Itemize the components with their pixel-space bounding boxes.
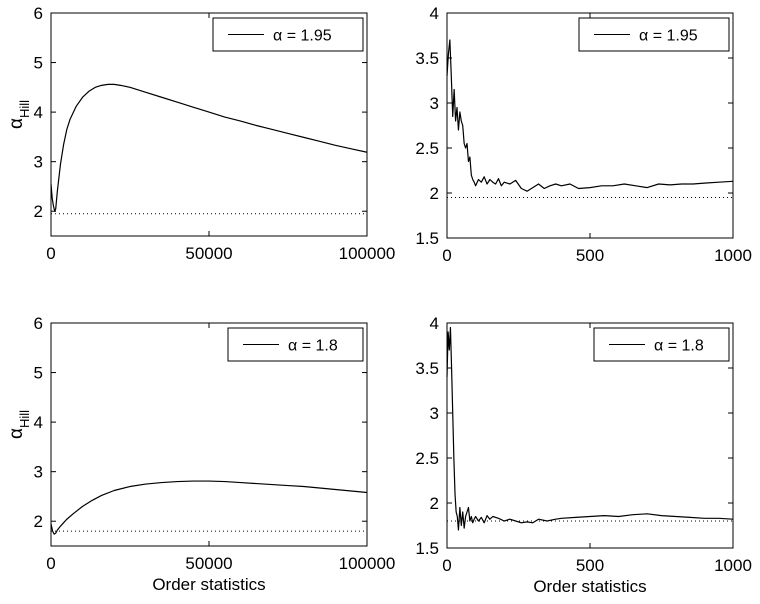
y-tick-label: 2 — [430, 184, 439, 203]
legend: α = 1.8 — [227, 327, 364, 362]
chart-panel-2: 0 500 1000 1.5 2 2.5 3 3.5 4 α = 1.95 — [415, 4, 752, 265]
x-axis-label: Order statistics — [533, 577, 646, 596]
y-tick-label: 2 — [430, 494, 439, 513]
y-axis-label: αHill — [6, 410, 32, 439]
y-tick-label: 3.5 — [415, 49, 439, 68]
series-line — [50, 83, 368, 212]
y-tick-label: 2 — [34, 512, 43, 531]
series-line — [446, 39, 734, 192]
legend-box — [212, 17, 364, 52]
x-tick-label: 100000 — [339, 244, 396, 263]
x-tick-label: 1000 — [714, 556, 752, 575]
y-tick-label: 4 — [34, 413, 43, 432]
x-tick-label: 500 — [576, 246, 604, 265]
series-line — [50, 480, 368, 535]
y-tick-label: 4 — [430, 314, 439, 333]
y-tick-label: 3.5 — [415, 359, 439, 378]
legend-label: α = 1.95 — [273, 28, 332, 45]
y-tick-label: 5 — [34, 54, 43, 73]
x-axis-label: Order statistics — [152, 575, 265, 594]
chart-panel-3: 0 50000 100000 2 3 4 5 6 α = 1.8 Order statistics… — [6, 314, 395, 594]
chart-panel-1: 0 50000 100000 2 3 4 5 6 α = 1.95 αHill — [6, 4, 395, 263]
y-axis-symbol: α — [6, 118, 27, 129]
legend: α = 1.8 — [593, 327, 730, 362]
legend-label: α = 1.8 — [288, 338, 338, 355]
x-tick-label: 1000 — [714, 246, 752, 265]
y-tick-label: 6 — [34, 4, 43, 23]
y-tick-label: 6 — [34, 314, 43, 333]
x-tick-label: 0 — [46, 554, 55, 573]
y-tick-label: 5 — [34, 364, 43, 383]
x-tick-label: 0 — [442, 556, 451, 575]
x-tick-label: 100000 — [339, 554, 396, 573]
y-axis-label: αHill — [6, 100, 32, 129]
x-tick-label: 50000 — [185, 554, 232, 573]
y-tick-label: 2.5 — [415, 449, 439, 468]
y-tick-label: 3 — [430, 404, 439, 423]
x-tick-label: 50000 — [185, 244, 232, 263]
legend-label: α = 1.8 — [654, 338, 704, 355]
y-tick-label: 3 — [34, 153, 43, 172]
series-line — [446, 326, 734, 531]
y-tick-label: 1.5 — [415, 229, 439, 248]
x-tick-label: 0 — [442, 246, 451, 265]
y-axis-symbol: α — [6, 428, 27, 439]
y-tick-label: 3 — [34, 463, 43, 482]
legend: α = 1.95 — [578, 17, 730, 52]
chart-panel-4: 0 500 1000 1.5 2 2.5 3 3.5 4 α = 1.8 Order statist… — [415, 314, 752, 596]
x-tick-label: 0 — [46, 244, 55, 263]
y-tick-label: 2.5 — [415, 139, 439, 158]
y-tick-label: 2 — [34, 202, 43, 221]
y-axis-subscript: Hill — [17, 410, 32, 428]
x-tick-label: 500 — [576, 556, 604, 575]
y-tick-label: 4 — [430, 4, 439, 23]
y-axis-subscript: Hill — [17, 100, 32, 118]
y-tick-label: 3 — [430, 94, 439, 113]
y-tick-label: 4 — [34, 103, 43, 122]
y-tick-label: 1.5 — [415, 539, 439, 558]
legend-label: α = 1.95 — [639, 28, 698, 45]
legend: α = 1.95 — [212, 17, 364, 52]
